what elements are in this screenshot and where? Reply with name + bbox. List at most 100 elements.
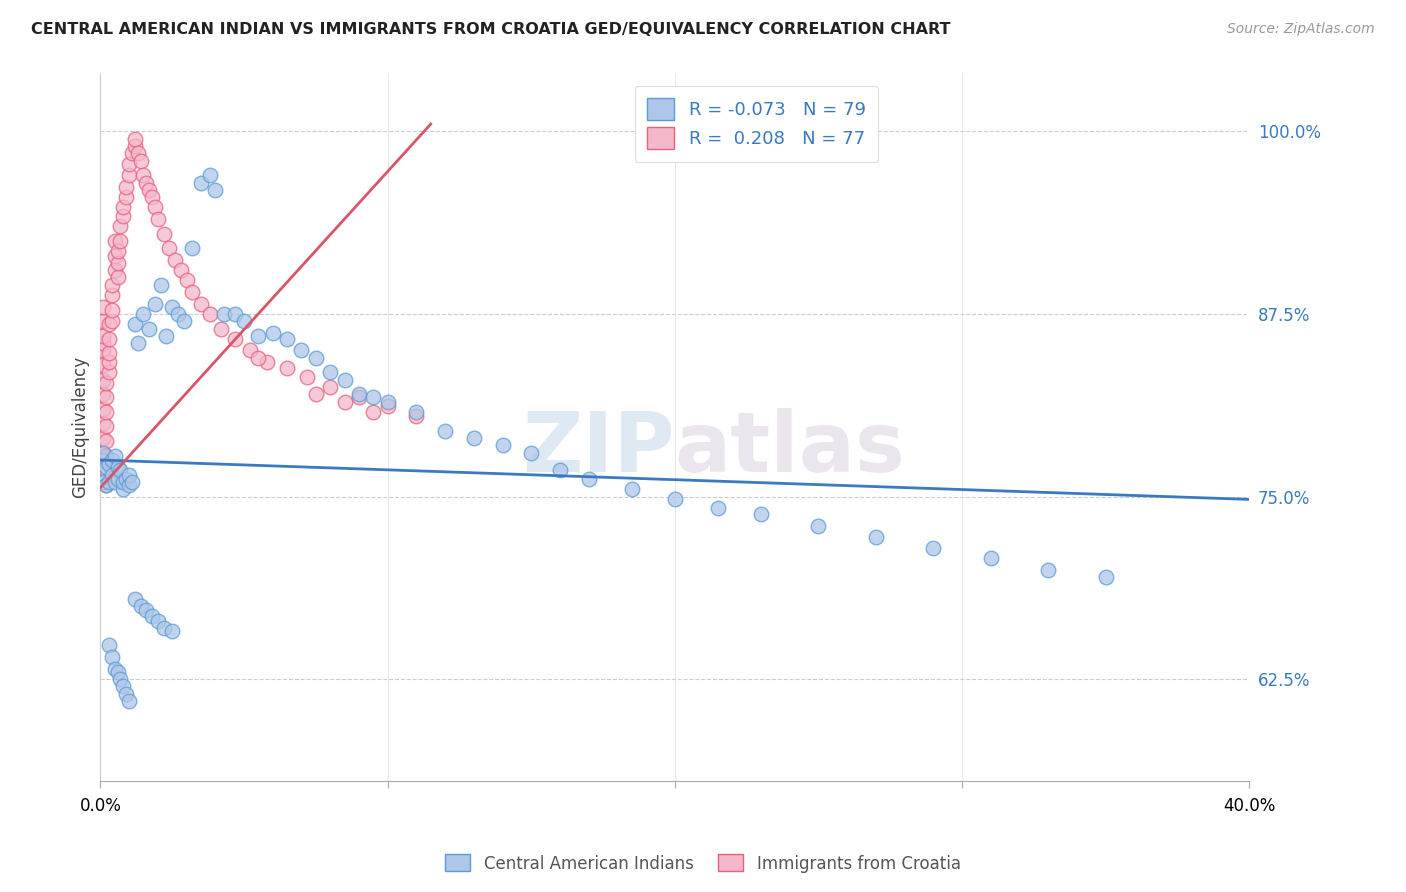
Point — [101, 650, 124, 665]
Point — [135, 603, 157, 617]
Point — [190, 296, 212, 310]
Point — [152, 227, 174, 241]
Point — [170, 263, 193, 277]
Point — [146, 212, 169, 227]
Point — [198, 168, 221, 182]
Point — [347, 390, 370, 404]
Point — [138, 183, 160, 197]
Point — [118, 467, 141, 482]
Point — [98, 365, 121, 379]
Point — [91, 475, 114, 489]
Point — [101, 314, 124, 328]
Point — [110, 672, 132, 686]
Point — [118, 156, 141, 170]
Text: atlas: atlas — [675, 408, 905, 489]
Point — [91, 401, 114, 416]
Point — [132, 168, 155, 182]
Point — [190, 176, 212, 190]
Point — [295, 369, 318, 384]
Point — [149, 277, 172, 292]
Point — [118, 478, 141, 492]
Point — [94, 449, 117, 463]
Point — [578, 472, 600, 486]
Point — [157, 241, 180, 255]
Point — [181, 241, 204, 255]
Point — [132, 307, 155, 321]
Point — [115, 180, 138, 194]
Point — [305, 387, 328, 401]
Point — [94, 434, 117, 448]
Point — [104, 475, 127, 489]
Point — [121, 475, 143, 489]
Point — [91, 445, 114, 459]
Point — [98, 355, 121, 369]
Point — [91, 336, 114, 351]
Point — [233, 314, 256, 328]
Text: CENTRAL AMERICAN INDIAN VS IMMIGRANTS FROM CROATIA GED/EQUIVALENCY CORRELATION C: CENTRAL AMERICAN INDIAN VS IMMIGRANTS FR… — [31, 22, 950, 37]
Y-axis label: GED/Equivalency: GED/Equivalency — [72, 356, 89, 499]
Point — [377, 394, 399, 409]
Point — [94, 376, 117, 390]
Point — [319, 365, 342, 379]
Point — [520, 445, 543, 459]
Point — [129, 153, 152, 168]
Point — [305, 351, 328, 365]
Point — [94, 405, 117, 419]
Point — [112, 679, 135, 693]
Point — [110, 463, 132, 477]
Point — [104, 248, 127, 262]
Point — [112, 475, 135, 489]
Point — [91, 417, 114, 431]
Point — [101, 288, 124, 302]
Point — [94, 463, 117, 477]
Point — [91, 431, 114, 445]
Point — [121, 146, 143, 161]
Point — [173, 314, 195, 328]
Point — [160, 300, 183, 314]
Point — [124, 591, 146, 606]
Point — [98, 332, 121, 346]
Point — [980, 550, 1002, 565]
Point — [155, 329, 177, 343]
Point — [865, 530, 887, 544]
Point — [198, 307, 221, 321]
Point — [129, 599, 152, 613]
Legend: Central American Indians, Immigrants from Croatia: Central American Indians, Immigrants fro… — [439, 847, 967, 880]
Point — [256, 355, 278, 369]
Point — [160, 624, 183, 638]
Point — [110, 219, 132, 234]
Point — [141, 190, 163, 204]
Point — [276, 332, 298, 346]
Point — [107, 270, 129, 285]
Point — [434, 424, 457, 438]
Point — [112, 200, 135, 214]
Point — [115, 190, 138, 204]
Point — [94, 478, 117, 492]
Point — [94, 419, 117, 434]
Point — [163, 252, 186, 267]
Point — [91, 300, 114, 314]
Point — [94, 478, 117, 492]
Point — [98, 317, 121, 331]
Point — [101, 277, 124, 292]
Point — [91, 373, 114, 387]
Point — [377, 399, 399, 413]
Point — [146, 614, 169, 628]
Point — [276, 361, 298, 376]
Point — [115, 687, 138, 701]
Point — [347, 387, 370, 401]
Point — [98, 639, 121, 653]
Point — [807, 518, 830, 533]
Point — [749, 507, 772, 521]
Point — [91, 445, 114, 459]
Point — [143, 200, 166, 214]
Point — [98, 475, 121, 489]
Point — [98, 458, 121, 472]
Point — [204, 183, 226, 197]
Point — [620, 482, 643, 496]
Point — [224, 307, 246, 321]
Point — [333, 373, 356, 387]
Point — [104, 662, 127, 676]
Point — [101, 467, 124, 482]
Point — [138, 321, 160, 335]
